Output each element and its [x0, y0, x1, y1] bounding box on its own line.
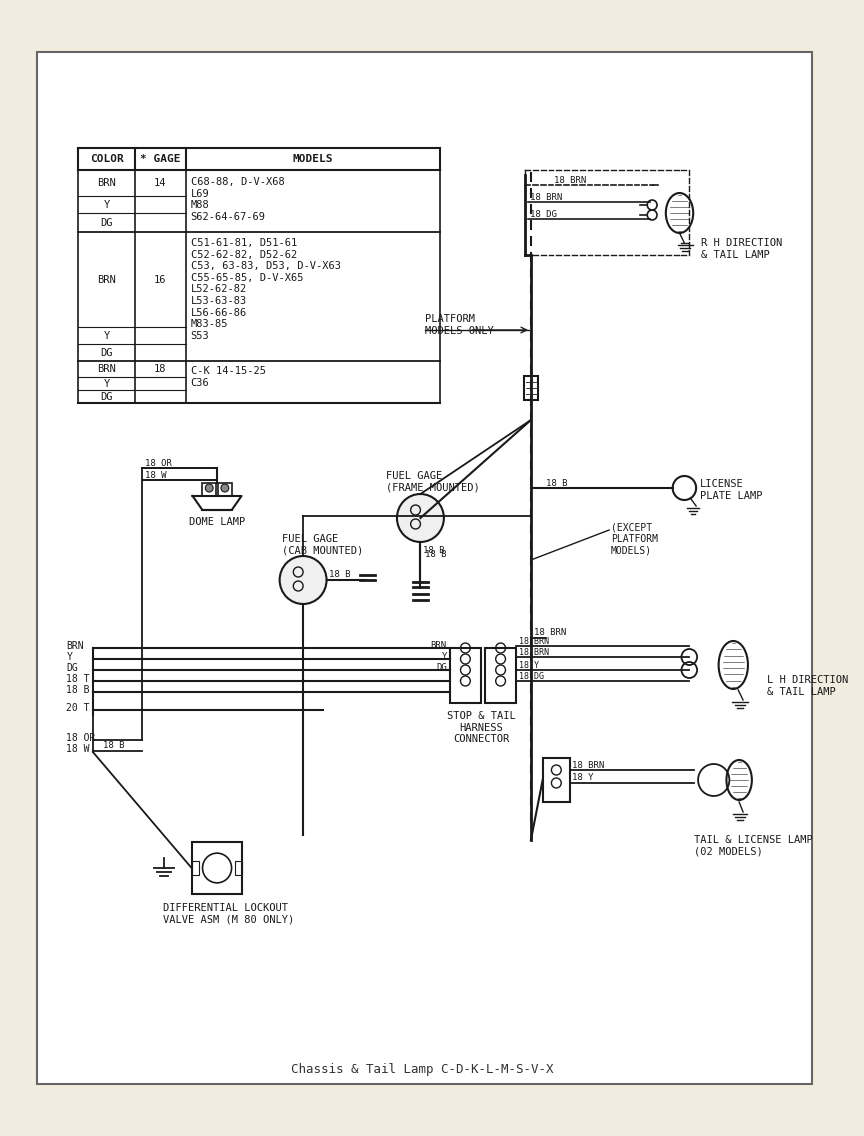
Text: C-K 14-15-25
C36: C-K 14-15-25 C36 [191, 366, 265, 387]
Text: 20 T: 20 T [67, 703, 90, 713]
Text: DG: DG [100, 217, 113, 227]
Text: 18 DG: 18 DG [519, 671, 544, 680]
Text: 18 W: 18 W [144, 470, 166, 479]
Bar [192, 861, 200, 875]
Text: BRN: BRN [97, 364, 116, 374]
Text: 18 BRN: 18 BRN [519, 636, 550, 645]
Text: FUEL GAGE
(FRAME MOUNTED): FUEL GAGE (FRAME MOUNTED) [386, 471, 480, 493]
Text: DOME LAMP: DOME LAMP [189, 517, 245, 527]
Text: 18 OR: 18 OR [67, 733, 96, 743]
Text: STOP & TAIL
HARNESS
CONNECTOR: STOP & TAIL HARNESS CONNECTOR [447, 711, 516, 744]
Text: L H DIRECTION
& TAIL LAMP: L H DIRECTION & TAIL LAMP [766, 675, 848, 696]
Text: BRN: BRN [97, 275, 116, 284]
Text: 18 B: 18 B [423, 545, 445, 554]
Text: MODELS: MODELS [293, 154, 334, 164]
Bar [235, 861, 243, 875]
Text: 18 BRN: 18 BRN [534, 627, 566, 636]
Text: 18 Y: 18 Y [519, 660, 539, 669]
Text: BRN: BRN [67, 641, 84, 651]
Bar [202, 483, 216, 496]
Text: Y: Y [104, 331, 110, 341]
Bar [450, 648, 481, 703]
Text: 18 T: 18 T [67, 674, 90, 684]
Text: 18: 18 [154, 364, 167, 374]
Text: BRN: BRN [97, 178, 116, 187]
Bar [524, 376, 537, 400]
Text: 18 B: 18 B [103, 741, 124, 750]
Circle shape [280, 556, 327, 604]
Text: Y: Y [104, 378, 110, 389]
Text: 18 W: 18 W [67, 744, 90, 754]
Text: Chassis & Tail Lamp C-D-K-L-M-S-V-X: Chassis & Tail Lamp C-D-K-L-M-S-V-X [291, 1063, 554, 1077]
Text: 18 B: 18 B [425, 550, 447, 559]
Text: C68-88, D-V-X68
L69
M88
S62-64-67-69: C68-88, D-V-X68 L69 M88 S62-64-67-69 [191, 177, 284, 222]
Text: DG: DG [67, 663, 79, 673]
Text: C51-61-81, D51-61
C52-62-82, D52-62
C53, 63-83, D53, D-V-X63
C55-65-85, D-V-X65
: C51-61-81, D51-61 C52-62-82, D52-62 C53,… [191, 239, 340, 341]
Text: 18 OR: 18 OR [144, 459, 172, 468]
Text: 18 B: 18 B [67, 685, 90, 695]
Circle shape [206, 484, 213, 492]
Text: BRN: BRN [430, 641, 447, 650]
Text: FUEL GAGE
(CAB MOUNTED): FUEL GAGE (CAB MOUNTED) [282, 534, 363, 556]
Text: 18 BRN: 18 BRN [572, 760, 604, 769]
Text: COLOR: COLOR [90, 154, 124, 164]
Text: (EXCEPT
PLATFORM
MODELS): (EXCEPT PLATFORM MODELS) [611, 523, 658, 556]
Text: PLATFORM
MODELS ONLY: PLATFORM MODELS ONLY [425, 315, 494, 336]
Text: Y: Y [104, 200, 110, 209]
Bar [218, 483, 232, 496]
Circle shape [397, 494, 444, 542]
Text: Y: Y [442, 652, 447, 660]
Text: R H DIRECTION
& TAIL LAMP: R H DIRECTION & TAIL LAMP [701, 239, 782, 260]
Text: * GAGE: * GAGE [140, 154, 181, 164]
Text: Y: Y [67, 652, 73, 662]
Text: DG: DG [100, 392, 113, 401]
Text: 18 BRN: 18 BRN [519, 648, 550, 657]
Text: DIFFERENTIAL LOCKOUT
VALVE ASM (M 80 ONLY): DIFFERENTIAL LOCKOUT VALVE ASM (M 80 ONL… [163, 903, 295, 925]
Text: LICENSE
PLATE LAMP: LICENSE PLATE LAMP [700, 479, 763, 501]
Text: 18 DG: 18 DG [530, 209, 556, 218]
Text: 18 Y: 18 Y [572, 774, 594, 783]
Text: 16: 16 [154, 275, 167, 284]
Circle shape [221, 484, 229, 492]
Bar [192, 842, 243, 894]
Text: TAIL & LICENSE LAMP
(02 MODELS): TAIL & LICENSE LAMP (02 MODELS) [694, 835, 813, 857]
Text: DG: DG [436, 662, 447, 671]
Text: 14: 14 [154, 178, 167, 187]
Text: 18 B: 18 B [545, 478, 567, 487]
Bar [543, 758, 570, 802]
Bar [485, 648, 516, 703]
Text: 18 B: 18 B [329, 569, 351, 578]
Text: DG: DG [100, 348, 113, 358]
Text: 18 BRN: 18 BRN [530, 192, 562, 201]
Text: 18 BRN: 18 BRN [555, 175, 587, 184]
